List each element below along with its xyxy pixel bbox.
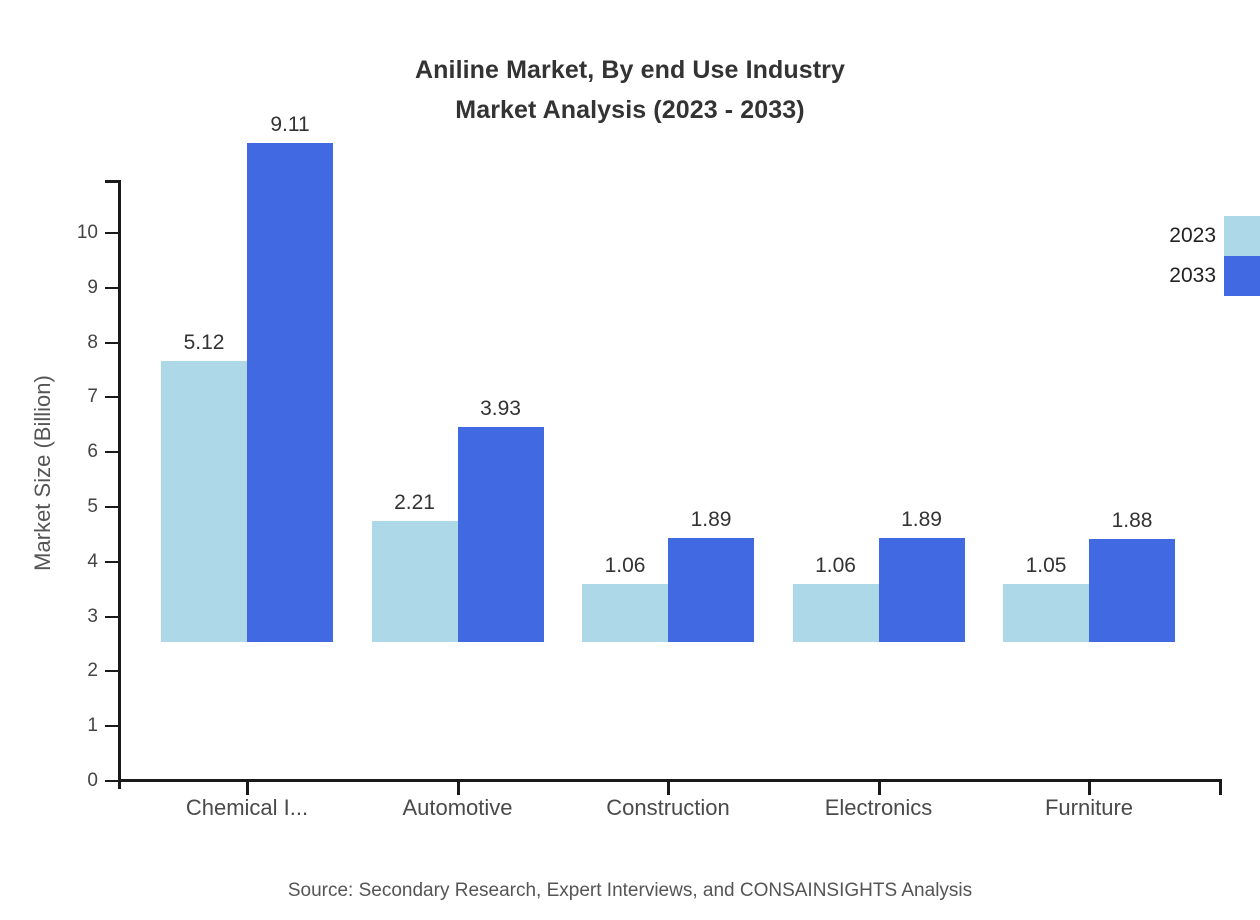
y-axis-tick-label: 0 [87, 770, 98, 791]
bar-rect [668, 538, 754, 642]
y-axis-tick [105, 725, 119, 728]
y-axis-tick-label: 5 [87, 496, 98, 517]
bar-value-label: 1.89 [901, 508, 942, 532]
y-axis-tick [105, 341, 119, 344]
y-axis-tick-label: 1 [87, 715, 98, 737]
x-axis-category-label: Construction [606, 795, 730, 820]
x-axis-right-cap [1219, 779, 1222, 795]
bar-value-label: 9.11 [270, 112, 310, 136]
bars-layer: 5.12 9.11 2.21 3.93 1.06 1.89 1.06 1.89 1.05 1.88 [161, 113, 1175, 642]
x-axis-tick [246, 781, 249, 795]
y-axis-tick [105, 670, 119, 673]
bar-rect [371, 520, 458, 642]
x-axis-line [118, 779, 1222, 782]
y-axis-tick-label: 2 [87, 660, 98, 682]
y-axis-tick-label: 10 [76, 222, 98, 243]
x-axis-tick [456, 781, 460, 795]
bar-value-label: 1.89 [690, 508, 732, 532]
bar-value-label: 2.21 [394, 490, 435, 514]
bar-rect [457, 426, 544, 642]
bar-rect [582, 583, 668, 642]
bar-2023-2[interactable]: 2.21 [371, 491, 458, 642]
x-axis-tick [877, 781, 881, 795]
bar-value-label: 5.12 [183, 331, 225, 355]
bar-2033-4[interactable]: 1.89 [878, 508, 965, 642]
bar-value-label: 1.88 [1111, 508, 1153, 532]
bar-rect [878, 538, 965, 642]
bar-2023-5[interactable]: 1.05 [1003, 554, 1089, 642]
y-axis-tick [105, 780, 119, 782]
bar-value-label: 1.06 [815, 553, 856, 577]
bar-value-label: 3.93 [480, 396, 521, 420]
legend-item-label: 2033 [1169, 264, 1216, 287]
legend-color-swatch [1224, 216, 1260, 256]
bar-2033-1[interactable]: 9.11 [247, 113, 333, 642]
y-axis-tick [105, 451, 119, 454]
y-axis-tick [105, 506, 119, 508]
y-axis-top-cap [105, 180, 121, 183]
bar-2023-3[interactable]: 1.06 [582, 554, 668, 642]
chart-title-line-2: Market Analysis (2023 - 2033) [455, 96, 805, 124]
y-axis-tick-label: 6 [87, 441, 98, 463]
bar-value-label: 1.05 [1025, 554, 1067, 578]
x-axis-category-label: Automotive [402, 795, 513, 820]
y-axis-tick [105, 286, 119, 289]
bar-2033-2[interactable]: 3.93 [457, 397, 544, 642]
bar-2023-1[interactable]: 5.12 [161, 331, 247, 642]
bar-value-label: 1.06 [604, 553, 646, 577]
y-axis-tick [105, 396, 119, 399]
bar-2023-4[interactable]: 1.06 [792, 554, 879, 642]
bar-2033-5[interactable]: 1.88 [1089, 509, 1175, 642]
y-axis-tick-label: 7 [87, 386, 98, 408]
bar-rect [1089, 538, 1175, 642]
legend-item-label: 2023 [1169, 224, 1216, 247]
chart-legend: 2023 2033 [1100, 216, 1260, 306]
bar-rect [1003, 584, 1089, 642]
chart-title: Aniline Market, By end Use Industry Mark… [0, 50, 1260, 130]
chart-title-line-1: Aniline Market, By end Use Industry [415, 56, 845, 84]
chart-source-note: Source: Secondary Research, Expert Inter… [287, 880, 973, 901]
bar-2033-3[interactable]: 1.89 [668, 508, 754, 642]
x-axis-tick [667, 781, 670, 795]
legend-color-swatch [1224, 256, 1260, 296]
y-axis-line [118, 180, 121, 789]
x-axis-tick [1088, 781, 1091, 795]
y-axis-tick-label: 4 [87, 550, 98, 572]
x-axis-category-label: Furniture [1044, 795, 1134, 820]
x-axis-category-label: Electronics [824, 795, 933, 820]
bar-rect [247, 142, 333, 642]
x-axis-category-label: Chemical I... [185, 795, 309, 820]
bar-rect [161, 361, 247, 642]
y-axis-tick [105, 615, 119, 618]
y-axis-tick-label: 8 [87, 331, 98, 353]
y-axis-tick-label: 3 [87, 605, 98, 627]
y-axis-tick-label: 9 [87, 276, 98, 298]
legend-item-2033[interactable]: 2033 [1100, 256, 1260, 296]
y-axis-tick [105, 560, 119, 563]
y-axis-tick [105, 232, 119, 234]
bar-rect [792, 583, 879, 642]
legend-item-2023[interactable]: 2023 [1100, 216, 1260, 256]
